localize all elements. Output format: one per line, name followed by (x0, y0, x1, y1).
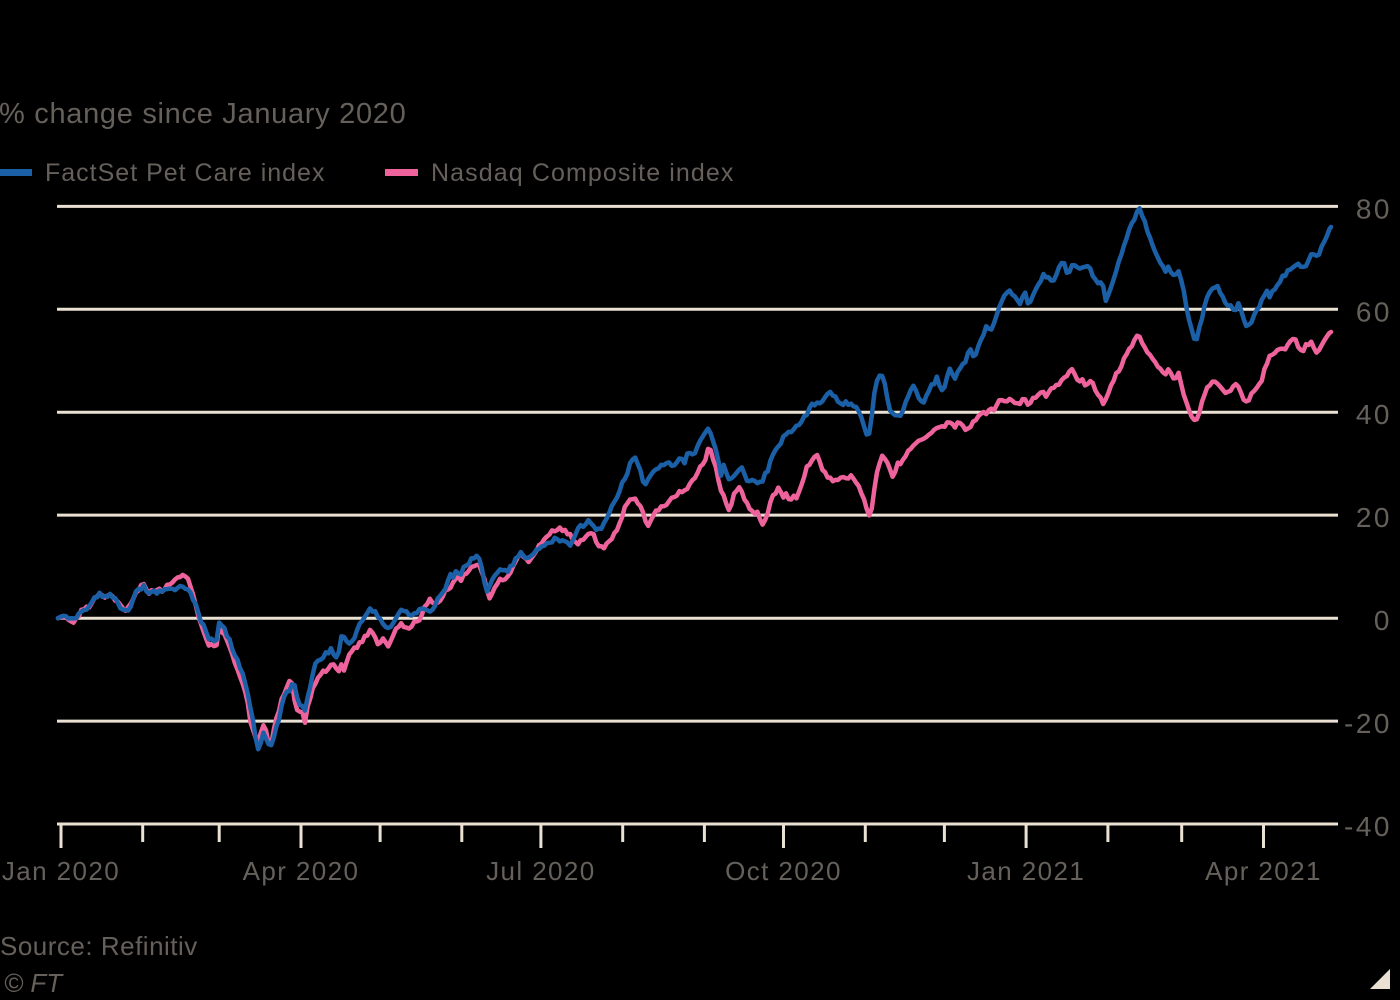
svg-text:-40: -40 (1344, 811, 1392, 842)
svg-text:Jan 2021: Jan 2021 (967, 856, 1085, 886)
svg-text:20: 20 (1356, 502, 1392, 533)
svg-text:40: 40 (1356, 399, 1392, 430)
svg-text:Apr 2021: Apr 2021 (1205, 856, 1322, 886)
svg-text:Oct 2020: Oct 2020 (725, 856, 842, 886)
svg-text:0: 0 (1374, 605, 1392, 636)
svg-text:Apr 2020: Apr 2020 (243, 856, 360, 886)
svg-text:Jul 2020: Jul 2020 (486, 856, 596, 886)
svg-text:60: 60 (1356, 296, 1392, 327)
svg-text:80: 80 (1356, 193, 1392, 224)
svg-text:Jan 2020: Jan 2020 (2, 856, 120, 886)
svg-text:-20: -20 (1344, 708, 1392, 739)
